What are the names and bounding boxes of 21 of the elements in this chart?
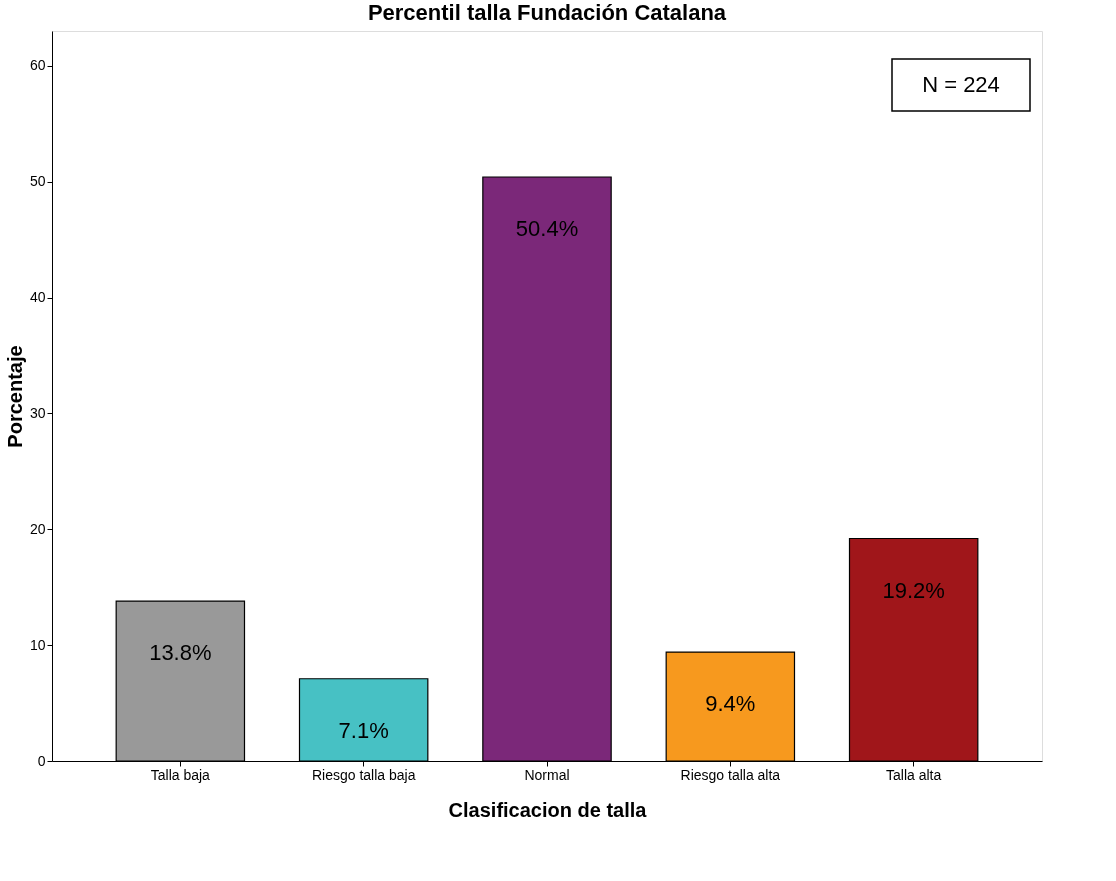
y-tick-label: 60	[29, 57, 46, 74]
y-tick-label: 0	[37, 752, 46, 769]
data-label: 9.4%	[705, 691, 756, 717]
y-tick-label: 30	[29, 404, 46, 421]
x-tick-label: Talla baja	[150, 766, 211, 783]
x-tick-label: Riesgo talla baja	[311, 766, 416, 783]
y-tick-label: 20	[29, 520, 46, 537]
y-tick-label: 50	[29, 173, 46, 190]
data-label: 19.2%	[882, 577, 945, 603]
y-tick-label: 10	[29, 636, 46, 653]
x-tick-label: Normal	[524, 766, 570, 783]
chart-title: Percentil talla Fundación Catalana	[367, 0, 727, 25]
data-label: 13.8%	[149, 640, 212, 666]
x-tick-label: Riesgo talla alta	[680, 766, 781, 783]
y-axis-title: Porcentaje	[3, 345, 26, 448]
x-axis-title: Clasificacion de talla	[448, 798, 648, 821]
data-label: 50.4%	[515, 216, 579, 241]
annotation: N = 224	[922, 72, 1000, 97]
x-tick-label: Talla alta	[886, 766, 942, 783]
data-label: 7.1%	[338, 717, 389, 743]
y-tick-label: 40	[29, 289, 46, 306]
